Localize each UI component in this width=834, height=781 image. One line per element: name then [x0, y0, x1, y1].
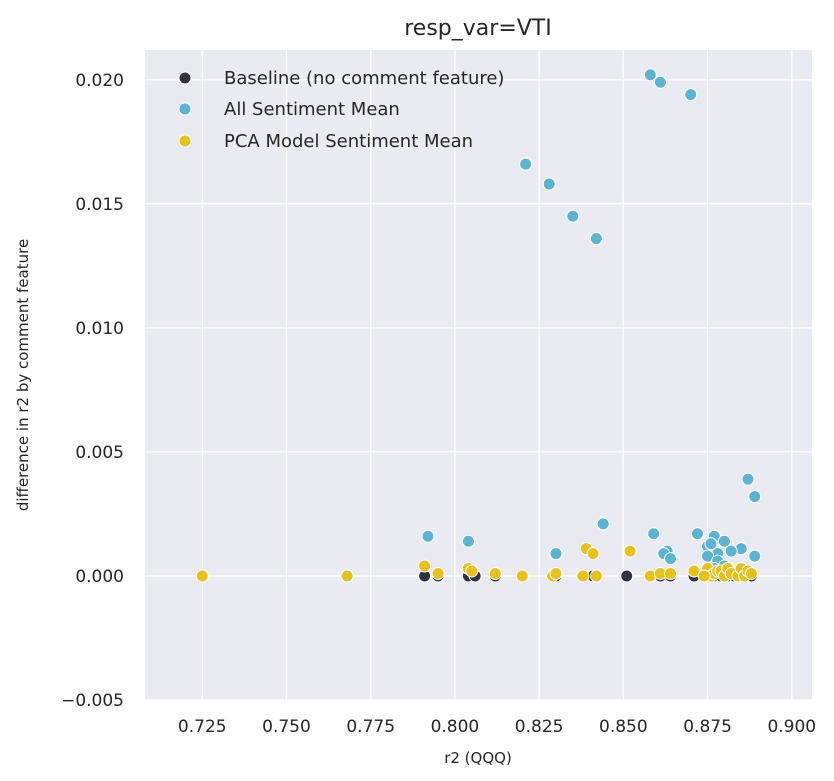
y-tick-label: 0.015	[75, 195, 124, 215]
pca-sentiment-point	[195, 569, 209, 583]
y-tick-label: 0.020	[75, 71, 124, 91]
all-sentiment-point	[643, 68, 657, 82]
pca-sentiment-point	[340, 569, 354, 583]
x-tick-label: 0.775	[346, 717, 395, 737]
x-tick-label: 0.875	[683, 717, 732, 737]
all-sentiment-point	[748, 490, 762, 504]
legend-marker-all-sentiment	[178, 102, 192, 116]
legend-marker-baseline	[178, 71, 192, 85]
x-tick-label: 0.750	[262, 717, 311, 737]
all-sentiment-point	[461, 534, 475, 548]
pca-sentiment-point	[515, 569, 529, 583]
y-tick-label: 0.005	[75, 443, 124, 463]
x-tick-label: 0.850	[599, 717, 648, 737]
pca-sentiment-point	[418, 559, 432, 573]
all-sentiment-point	[596, 517, 610, 531]
all-sentiment-point	[647, 527, 661, 541]
all-sentiment-point	[566, 209, 580, 223]
x-tick-label: 0.900	[767, 717, 816, 737]
baseline-point	[620, 569, 634, 583]
all-sentiment-point	[704, 537, 718, 551]
pca-sentiment-point	[623, 544, 637, 558]
all-sentiment-point	[549, 547, 563, 561]
x-tick-label: 0.825	[515, 717, 564, 737]
y-tick-label: 0.000	[75, 567, 124, 587]
y-axis-label: difference in r2 by comment feature	[14, 239, 32, 511]
pca-sentiment-point	[697, 569, 711, 583]
all-sentiment-point	[690, 527, 704, 541]
legend-label-pca-sentiment: PCA Model Sentiment Mean	[224, 131, 473, 152]
y-tick-label: 0.010	[75, 319, 124, 339]
legend: Baseline (no comment feature) All Sentim…	[178, 68, 504, 152]
pca-sentiment-point	[586, 547, 600, 561]
all-sentiment-point	[653, 75, 667, 89]
plot-area	[145, 50, 812, 700]
all-sentiment-point	[589, 232, 603, 246]
all-sentiment-point	[664, 552, 678, 566]
all-sentiment-point	[741, 472, 755, 486]
pca-sentiment-point	[465, 564, 479, 578]
y-tick-label: −0.005	[61, 691, 124, 711]
all-sentiment-point	[684, 88, 698, 102]
data-points	[195, 68, 762, 583]
pca-sentiment-point	[744, 566, 758, 580]
all-sentiment-point	[748, 549, 762, 563]
legend-label-baseline: Baseline (no comment feature)	[224, 68, 504, 89]
all-sentiment-point	[421, 529, 435, 543]
x-axis-label: r2 (QQQ)	[444, 749, 512, 767]
pca-sentiment-point	[589, 569, 603, 583]
pca-sentiment-point	[488, 566, 502, 580]
pca-sentiment-point	[549, 566, 563, 580]
all-sentiment-point	[724, 544, 738, 558]
x-tick-label: 0.725	[178, 717, 227, 737]
all-sentiment-point	[519, 157, 533, 171]
all-sentiment-point	[717, 534, 731, 548]
all-sentiment-point	[542, 177, 556, 191]
y-tick-labels: −0.005 0.000 0.005 0.010 0.015 0.020	[61, 71, 124, 711]
pca-sentiment-point	[664, 566, 678, 580]
chart-title: resp_var=VTI	[404, 16, 551, 41]
legend-label-all-sentiment: All Sentiment Mean	[224, 99, 400, 120]
x-tick-labels: 0.725 0.750 0.775 0.800 0.825 0.850 0.875 0.900	[178, 717, 816, 737]
pca-sentiment-point	[431, 566, 445, 580]
x-tick-label: 0.800	[431, 717, 480, 737]
legend-marker-pca-sentiment	[178, 134, 192, 148]
pca-sentiment-point	[576, 569, 590, 583]
